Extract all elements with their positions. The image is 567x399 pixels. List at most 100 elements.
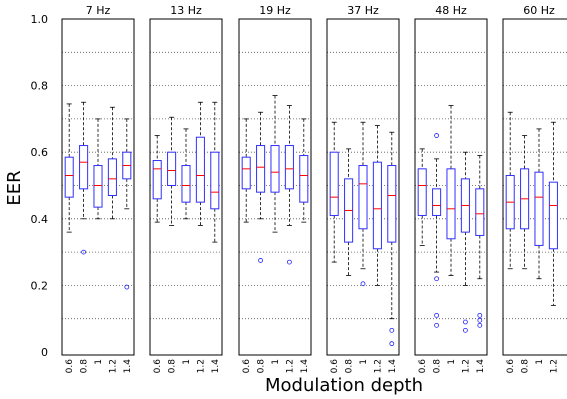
x-tick-label: 0.6 xyxy=(153,359,163,374)
box xyxy=(181,165,191,203)
x-tick-label: 1.2 xyxy=(549,359,559,373)
box xyxy=(299,155,309,203)
x-tick-label: 1.4 xyxy=(123,359,133,374)
y-axis: 0 0.2 0.4 0.6 0.8 1.0 xyxy=(31,13,49,359)
box xyxy=(79,145,89,190)
box-item xyxy=(181,128,191,220)
box-item xyxy=(475,155,485,328)
box xyxy=(417,168,427,216)
box-item xyxy=(520,135,530,270)
y-axis-label: EER xyxy=(4,170,25,205)
x-tick-label: 1 xyxy=(535,359,545,365)
x-tick-label: 1.2 xyxy=(196,359,206,373)
panel-frame xyxy=(149,18,223,356)
box-item xyxy=(505,111,515,270)
x-tick-label: 0.8 xyxy=(433,359,443,374)
panel-title: 48 Hz xyxy=(435,4,467,17)
x-tick-label: 0.8 xyxy=(168,359,178,374)
box-item xyxy=(329,121,339,263)
x-tick-label: 1.2 xyxy=(285,359,295,373)
x-tick-label: 1 xyxy=(94,359,104,365)
x-tick-label: 0.6 xyxy=(242,359,252,374)
box-item xyxy=(167,116,177,226)
y-tick-label: 0 xyxy=(41,346,48,359)
panel-title: 19 Hz xyxy=(259,4,291,17)
x-tick-label: 0.8 xyxy=(521,359,531,374)
box-item xyxy=(256,111,266,263)
panel: 48 Hz 0.6 0.8 1 1.2 1.4 xyxy=(414,4,488,374)
box-item xyxy=(210,101,220,243)
panel: 19 Hz 0.6 0.8 1 1.2 1.4 xyxy=(238,4,312,374)
outlier-point xyxy=(434,322,440,328)
panel-title: 13 Hz xyxy=(170,4,202,17)
outlier-point xyxy=(389,327,395,333)
box-item xyxy=(299,118,309,223)
box-item xyxy=(107,106,117,220)
panel-frame xyxy=(238,18,312,356)
x-tick-label: 1.2 xyxy=(373,359,383,373)
box xyxy=(195,136,205,203)
box xyxy=(548,181,558,250)
box xyxy=(210,151,220,210)
box xyxy=(93,165,103,208)
x-axis-label: Modulation depth xyxy=(265,375,423,396)
x-tick-label: 1.4 xyxy=(300,359,310,374)
box xyxy=(64,156,74,198)
outlier-point xyxy=(462,319,468,325)
box-item xyxy=(284,105,294,265)
panel-title: 60 Hz xyxy=(523,4,555,17)
outlier-point xyxy=(434,133,440,138)
box-item xyxy=(79,101,89,255)
box xyxy=(167,151,177,186)
outlier-point xyxy=(477,322,483,328)
outlier-point xyxy=(462,327,468,333)
outlier-point xyxy=(434,312,440,318)
y-tick-label: 0.8 xyxy=(31,80,49,93)
box-item xyxy=(446,105,456,276)
outlier-point xyxy=(477,317,483,323)
panel-frame xyxy=(502,18,567,356)
box xyxy=(432,188,442,216)
panels-group: 7 Hz 0.6 0.8 1 1.2 1.4 13 Hz 0.6 0.8 1 1.2 1.4 19 Hz… xyxy=(61,4,567,374)
x-tick-label: 1.2 xyxy=(461,359,471,373)
box xyxy=(107,158,117,196)
panel-title: 37 Hz xyxy=(347,4,379,17)
box-item xyxy=(64,103,74,233)
box-item xyxy=(432,133,442,328)
box-item xyxy=(270,95,280,233)
panel: 37 Hz 0.6 0.8 1 1.2 1.4 xyxy=(326,4,400,374)
box xyxy=(284,145,294,190)
outlier-point xyxy=(286,259,292,265)
x-tick-label: 0.6 xyxy=(330,359,340,374)
box xyxy=(152,160,162,200)
box xyxy=(241,156,251,190)
outlier-point xyxy=(258,258,264,263)
outlier-point xyxy=(124,284,130,290)
box-item xyxy=(358,121,368,287)
panel-title: 7 Hz xyxy=(86,4,111,17)
x-tick-label: 0.6 xyxy=(65,359,75,374)
outlier-point xyxy=(81,249,86,255)
box xyxy=(256,145,266,193)
panel: 7 Hz 0.6 0.8 1 1.2 1.4 xyxy=(61,4,135,374)
box xyxy=(372,161,382,250)
box-item xyxy=(534,128,544,280)
y-tick-label: 0.2 xyxy=(31,279,49,292)
box-item xyxy=(93,118,103,220)
box xyxy=(387,165,397,243)
box-item xyxy=(344,148,354,276)
box xyxy=(358,165,368,230)
y-tick-label: 0.6 xyxy=(31,146,49,159)
panel-frame xyxy=(326,18,400,356)
x-tick-label: 1 xyxy=(447,359,457,365)
outlier-point xyxy=(389,341,395,347)
panel: 13 Hz 0.6 0.8 1 1.2 1.4 xyxy=(149,4,223,374)
y-tick-label: 1.0 xyxy=(31,13,49,26)
box-item xyxy=(152,135,162,223)
box xyxy=(534,171,544,246)
box xyxy=(270,145,280,193)
panel: 60 Hz 0.6 0.8 1 1.2 xyxy=(502,4,567,374)
x-tick-label: 1 xyxy=(182,359,192,365)
x-tick-label: 1 xyxy=(271,359,281,365)
